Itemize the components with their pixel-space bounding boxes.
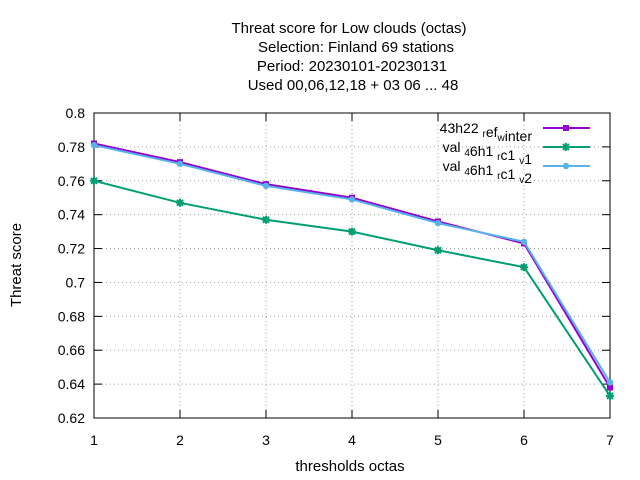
x-tick-label: 6 (520, 432, 528, 448)
chart-title: Threat score for Low clouds (octas) Sele… (231, 20, 466, 94)
data-point (607, 384, 613, 391)
legend-label: val 46h1 rc1 v2 (443, 158, 533, 186)
x-tick-label: 5 (434, 432, 442, 448)
data-point (434, 219, 442, 227)
y-tick-label: 0.64 (58, 376, 85, 392)
x-tick-label: 7 (606, 432, 614, 448)
series-2 (90, 176, 614, 400)
y-tick-label: 0.72 (58, 241, 85, 257)
series-line (93, 144, 611, 383)
x-tick-label: 1 (90, 432, 98, 448)
data-point (262, 215, 270, 224)
title-line-2: Selection: Finland 69 stations (258, 39, 454, 56)
data-point (90, 141, 98, 149)
legend-label: val 46h1 rc1 v1 (443, 139, 533, 167)
x-tick-label: 3 (262, 432, 270, 448)
title-line-1: Threat score for Low clouds (octas) (231, 20, 466, 37)
data-point (348, 196, 356, 203)
data-point (90, 176, 98, 185)
y-tick-label: 0.66 (58, 342, 85, 358)
title-line-3: Period: 20230101-20230131 (257, 58, 447, 75)
data-point (348, 227, 356, 236)
plot-border (93, 112, 611, 419)
y-tick-label: 0.7 (66, 274, 86, 290)
y-tick-label: 0.62 (58, 410, 85, 426)
series-lines (90, 140, 614, 400)
data-point (262, 182, 270, 190)
axis-ticks: 0.62 0.64 0.66 0.68 0.7 0.72 0.74 0.76 0.78 0.8 1 2… (58, 105, 614, 448)
legend-entry: val 46h1 rc1 v2 (443, 158, 590, 186)
legend-marker (562, 162, 570, 170)
x-axis-label: thresholds octas (295, 458, 404, 475)
y-tick-label: 0.8 (66, 105, 86, 121)
data-point (606, 391, 614, 400)
y-tick-label: 0.74 (58, 207, 85, 223)
x-tick-label: 4 (348, 432, 356, 448)
data-point (520, 238, 528, 245)
data-point (176, 198, 184, 207)
data-point (434, 246, 442, 255)
series-3 (90, 141, 614, 386)
y-axis-label: Threat score (8, 223, 25, 307)
data-point (520, 263, 528, 272)
y-tick-label: 0.68 (58, 308, 85, 324)
legend-entry: val 46h1 rc1 v1 (443, 139, 590, 167)
x-tick-label: 2 (176, 432, 184, 448)
legend-marker (563, 125, 569, 131)
y-tick-label: 0.76 (58, 173, 85, 189)
legend-marker (562, 143, 570, 151)
legend-entry: 43h22 refwinter (440, 120, 590, 144)
data-point (176, 160, 184, 168)
y-tick-label: 0.78 (58, 139, 85, 155)
legend-label: 43h22 refwinter (440, 120, 533, 144)
grid (94, 113, 610, 418)
data-point (606, 379, 614, 386)
title-line-4: Used 00,06,12,18 + 03 06 ... 48 (248, 77, 459, 94)
